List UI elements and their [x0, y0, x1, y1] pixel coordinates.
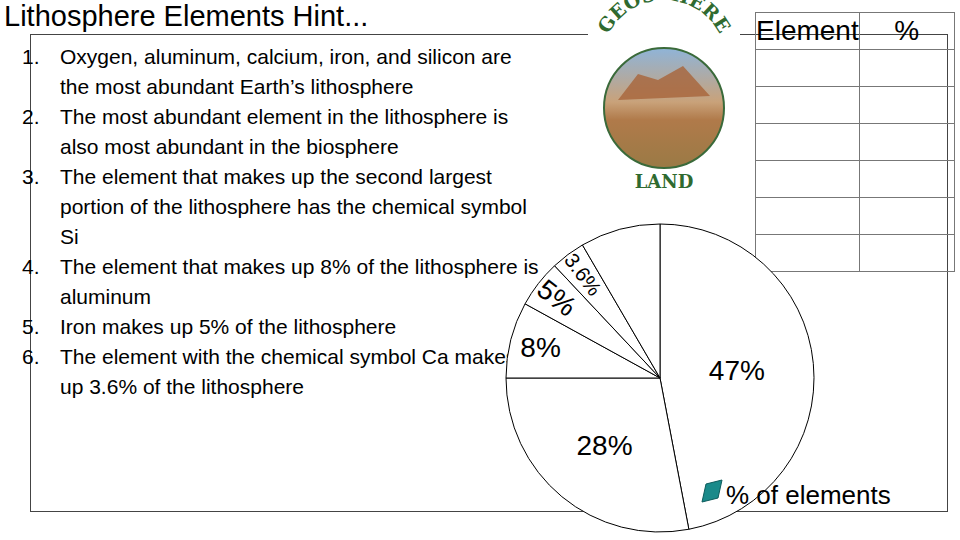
html-text:3.: 3.: [22, 165, 40, 188]
html-text:The element with the chemical: The element with the chemical symbol Ca …: [60, 345, 517, 398]
html-text:Iron makes up 5% of the lithos: Iron makes up 5% of the lithosphere: [60, 315, 397, 338]
html-text:5.: 5.: [22, 315, 40, 338]
svg-text:LAND: LAND: [635, 171, 694, 192]
html-text:Element: Element: [756, 15, 859, 46]
html-text:Lithosphere Elements Hint...: Lithosphere Elements Hint...: [4, 0, 369, 32]
svg-text:5%: 5%: [531, 273, 583, 323]
svg-text:GEOSPHERE: GEOSPHERE: [593, 0, 735, 37]
html-text:The element that makes up 8% o: The element that makes up 8% of the lith…: [60, 255, 539, 308]
svg-text:28%: 28%: [577, 430, 633, 461]
html-text:4.: 4.: [22, 255, 40, 278]
svg-text:47%: 47%: [709, 355, 765, 386]
svg-text:3.6%: 3.6%: [560, 248, 607, 300]
svg-text:8%: 8%: [520, 332, 560, 363]
html-text:% of elements: % of elements: [726, 480, 891, 510]
html-text:6.: 6.: [22, 345, 40, 368]
html-text:The element that makes up the: The element that makes up the second lar…: [60, 165, 527, 248]
html-text:1.: 1.: [22, 45, 40, 68]
html-text:Oxygen, aluminum, calcium, iro: Oxygen, aluminum, calcium, iron, and sil…: [60, 45, 512, 98]
html-text:2.: 2.: [22, 105, 40, 128]
html-text:The most abundant element in t: The most abundant element in the lithosp…: [60, 105, 509, 158]
